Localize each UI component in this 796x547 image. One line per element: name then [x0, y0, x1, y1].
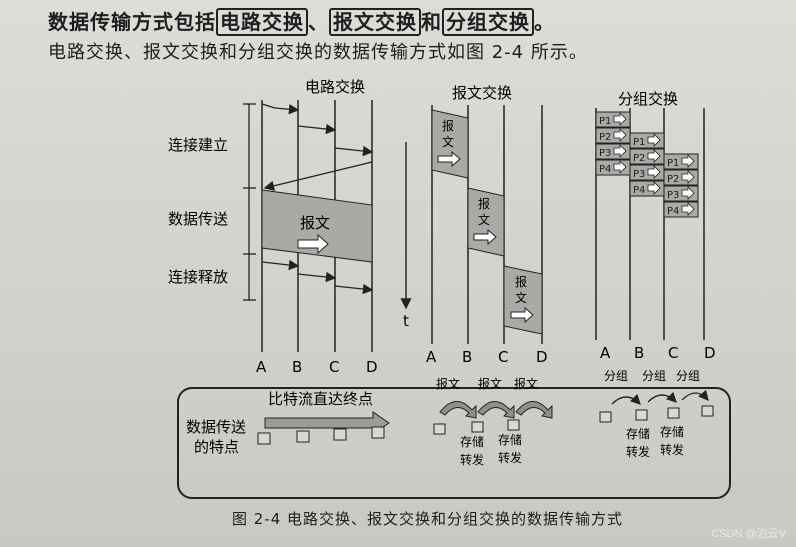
message-hop-nodes	[433, 419, 520, 435]
mf-forward-2: 转发	[498, 450, 522, 465]
circuit-title: 电路交换	[305, 78, 365, 96]
bitstream-label: 比特流直达终点	[268, 390, 373, 408]
phase-transfer-label: 数据传送	[168, 210, 228, 228]
time-axis-label: t	[403, 312, 409, 330]
heading: 数据传输方式包括 电路交换、报文交换和分组交换。	[48, 6, 555, 36]
packet-node-b: B	[634, 344, 644, 362]
msg-block3-arrow-icon	[510, 306, 534, 324]
heading-circuit: 电路交换	[216, 8, 308, 36]
pkt-c-4: P4	[667, 206, 679, 217]
msg-block2-l1: 报	[478, 196, 490, 211]
msg-block3-l2: 文	[515, 290, 527, 305]
msg-block1-l2: 文	[442, 134, 454, 149]
bitstream-arrow-icon	[264, 411, 390, 435]
pkt-c-3: P3	[667, 190, 679, 201]
pf-store-1: 存储	[626, 426, 650, 441]
circuit-message-label: 报文	[300, 214, 330, 232]
pf-forward-2: 转发	[660, 442, 684, 457]
mf-store-2: 存储	[498, 432, 522, 447]
packet-hop-arrows	[611, 389, 709, 405]
msg-block2-l2: 文	[478, 212, 490, 227]
heading-prefix: 数据传输方式包括	[48, 10, 216, 34]
heading-and: 和	[421, 10, 442, 34]
features-title-line2: 的特点	[194, 438, 239, 456]
phase-brackets	[243, 103, 256, 301]
message-hop-arrows	[439, 401, 553, 419]
circuit-node-d: D	[366, 358, 378, 376]
data-transfer-band	[261, 189, 373, 263]
watermark: CSDN @泊云V	[711, 528, 786, 540]
msg-block3-l1: 报	[515, 274, 527, 289]
packet-node-d: D	[704, 344, 716, 362]
phase-connect-label: 连接建立	[168, 136, 228, 154]
circuit-node-c: C	[329, 358, 339, 376]
packet-hop-nodes	[599, 405, 714, 423]
packet-title: 分组交换	[618, 90, 678, 108]
msg-block1-arrow-icon	[437, 150, 461, 168]
packet-arrow-icons	[613, 112, 695, 216]
heading-sep: 、	[308, 10, 329, 34]
message-node-c: C	[498, 348, 508, 366]
pkt-a-1: P1	[599, 116, 611, 127]
mf-label-3: 报文	[514, 376, 538, 391]
pkt-a-2: P2	[599, 132, 611, 143]
packet-node-a: A	[600, 344, 611, 362]
pf-label-1: 分组	[604, 369, 628, 383]
pkt-b-4: P4	[633, 185, 645, 196]
mf-store-1: 存储	[460, 434, 484, 449]
pf-forward-1: 转发	[626, 444, 650, 459]
msg-block2-arrow-icon	[473, 228, 497, 246]
circuit-node-b: B	[292, 358, 302, 376]
bitstream-nodes	[257, 426, 385, 445]
circuit-node-a: A	[256, 358, 267, 376]
features-box	[177, 387, 731, 499]
heading-end: 。	[534, 10, 555, 34]
message-title: 报文交换	[452, 84, 512, 102]
mf-label-2: 报文	[478, 376, 502, 391]
mf-forward-1: 转发	[460, 452, 484, 467]
pkt-c-1: P1	[667, 158, 679, 169]
connect-arrows	[261, 103, 374, 191]
mf-label-1: 报文	[436, 376, 460, 391]
phase-release-label: 连接释放	[168, 268, 228, 286]
intro-text: 电路交换、报文交换和分组交换的数据传输方式如图 2-4 所示。	[48, 42, 588, 63]
pf-label-2: 分组	[642, 369, 666, 383]
pkt-b-2: P2	[633, 153, 645, 164]
msg-block1-l1: 报	[442, 118, 454, 133]
release-arrows	[261, 259, 374, 295]
heading-message: 报文交换	[329, 8, 421, 36]
pf-store-2: 存储	[660, 424, 684, 439]
pkt-b-3: P3	[633, 169, 645, 180]
heading-packet: 分组交换	[442, 8, 534, 36]
pkt-a-3: P3	[599, 148, 611, 159]
figure-caption: 图 2-4 电路交换、报文交换和分组交换的数据传输方式	[232, 510, 624, 528]
circuit-message-arrow-icon	[297, 233, 329, 255]
pkt-a-4: P4	[599, 164, 611, 175]
pkt-b-1: P1	[633, 137, 645, 148]
pkt-c-2: P2	[667, 174, 679, 185]
packet-labels: P1 P2 P3 P4 P1 P2 P3 P4 P1 P2 P3 P4	[599, 116, 679, 217]
message-node-a: A	[426, 348, 437, 366]
packet-node-c: C	[668, 344, 678, 362]
features-title-line1: 数据传送	[186, 418, 246, 436]
message-node-b: B	[462, 348, 472, 366]
pf-label-3: 分组	[676, 369, 700, 383]
message-node-d: D	[536, 348, 548, 366]
